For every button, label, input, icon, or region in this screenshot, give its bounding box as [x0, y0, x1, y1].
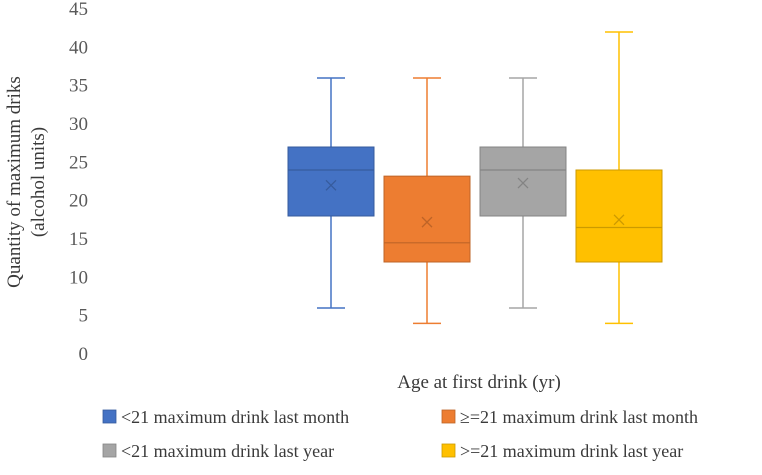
iqr-box — [383, 175, 471, 263]
legend-swatch — [441, 443, 456, 458]
y-tick-label: 20 — [69, 191, 88, 212]
y-tick-label: 30 — [69, 114, 88, 135]
y-tick-label: 40 — [69, 37, 88, 58]
y-tick-label: 35 — [69, 76, 88, 97]
y-tick-label: 10 — [69, 267, 88, 288]
legend-label: ≥=21 maximum drink last month — [460, 407, 698, 427]
legend-swatch — [102, 443, 117, 458]
y-axis-ticks: 0 5 10 15 20 25 30 35 40 45 — [69, 0, 88, 365]
box-plot-series — [287, 77, 375, 309]
box-series — [287, 31, 663, 325]
iqr-box — [287, 146, 375, 217]
x-axis-label: Age at first drink (yr) — [397, 372, 561, 393]
legend-label: >=21 maximum drink last year — [460, 441, 683, 461]
y-tick-label: 25 — [69, 152, 88, 173]
mean-marker — [325, 179, 337, 191]
y-tick-label: 0 — [79, 344, 89, 365]
mean-marker — [421, 216, 433, 228]
y-axis-label-line: (alcohol units) — [28, 127, 49, 237]
legend-label: <21 maximum drink last year — [121, 441, 334, 461]
y-tick-label: 15 — [69, 229, 88, 250]
iqr-box — [479, 146, 567, 217]
y-tick-label: 5 — [79, 306, 89, 327]
legend-label: <21 maximum drink last month — [121, 407, 349, 427]
mean-marker — [613, 214, 625, 226]
box-plot-series — [383, 77, 471, 325]
box-plot-series — [575, 31, 663, 325]
box-plot-series — [479, 77, 567, 309]
y-axis-label-line: Quantity of maximum driks — [4, 76, 25, 288]
legend: <21 maximum drink last month ≥=21 maximum… — [102, 407, 698, 461]
y-axis-label: Quantity of maximum driks (alcohol units) — [4, 76, 49, 288]
y-tick-label: 45 — [69, 0, 88, 20]
legend-swatch — [441, 409, 456, 424]
legend-swatch — [102, 409, 117, 424]
mean-marker — [517, 177, 529, 189]
iqr-box — [575, 169, 663, 263]
